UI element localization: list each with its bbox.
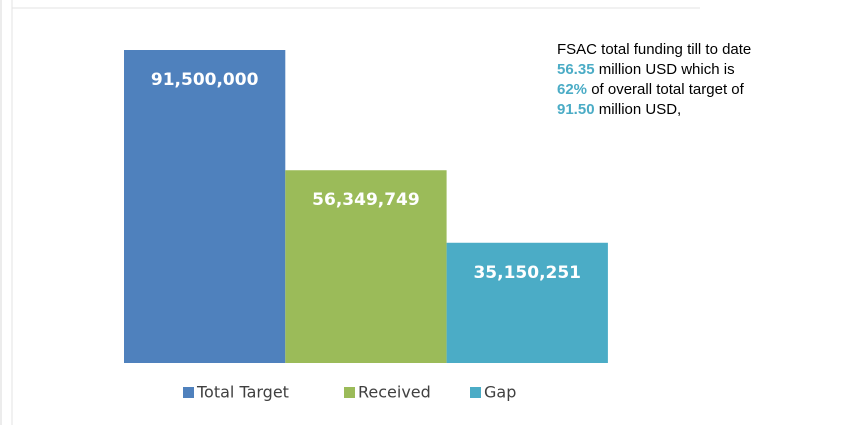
annotation-text: FSAC total funding till to date [557, 41, 752, 58]
legend-label: Total Target [196, 383, 289, 402]
legend-label: Received [358, 383, 431, 402]
annotation: FSAC total funding till to date 56.35 mil… [557, 40, 751, 120]
legend-swatch [344, 387, 355, 398]
annotation-text: million USD which is [594, 61, 735, 78]
annotation-line: 91.50 million USD, [557, 100, 751, 120]
legend-label: Gap [484, 383, 516, 402]
legend-swatch [183, 387, 194, 398]
data-label: 35,150,251 [473, 263, 581, 283]
bar [446, 242, 608, 363]
annotation-highlight: 56.35 [557, 61, 595, 78]
annotation-text: of overall total target of [587, 81, 744, 98]
annotation-highlight: 91.50 [557, 101, 595, 118]
bar [124, 50, 286, 363]
bar [285, 170, 447, 363]
annotation-line: FSAC total funding till to date [557, 40, 751, 60]
annotation-line: 62% of overall total target of [557, 80, 751, 100]
data-label: 91,500,000 [151, 70, 259, 90]
annotation-text: million USD, [594, 101, 682, 118]
data-label: 56,349,749 [312, 190, 420, 210]
annotation-line: 56.35 million USD which is [557, 60, 751, 80]
legend-swatch [470, 387, 481, 398]
annotation-highlight: 62% [557, 81, 588, 98]
